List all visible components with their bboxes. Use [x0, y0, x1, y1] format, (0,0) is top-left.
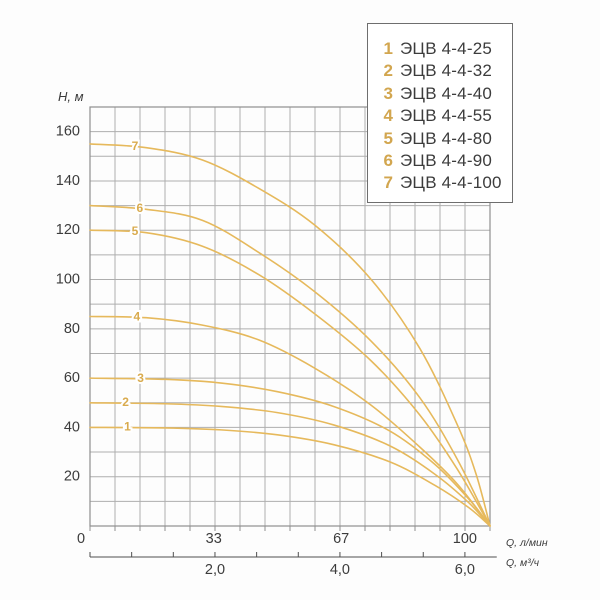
- curve-label-4: 4: [134, 310, 141, 324]
- x-tick-label: 0: [77, 531, 85, 547]
- legend-item: 6 ЭЦВ 4-4-90: [368, 150, 512, 172]
- legend-item-label: ЭЦВ 4-4-100: [400, 173, 502, 193]
- x-axis-labels: 0 33 67 100: [77, 531, 477, 547]
- y-tick-label: 40: [64, 419, 80, 435]
- legend-item: 5 ЭЦВ 4-4-80: [368, 128, 512, 150]
- legend-item-number: 6: [383, 150, 393, 170]
- legend-item-number: 7: [383, 173, 393, 193]
- curve-6: [89, 204, 491, 527]
- curve-5: [89, 229, 491, 527]
- legend-item-number: 4: [383, 106, 393, 126]
- legend-item: 7 ЭЦВ 4-4-100: [368, 172, 512, 194]
- legend-item-number: 3: [383, 83, 393, 103]
- legend-item-label: ЭЦВ 4-4-25: [400, 39, 492, 58]
- secondary-x-tick-label: 6,0: [455, 562, 475, 578]
- curve-4: [89, 315, 491, 527]
- y-tick-label: 160: [56, 124, 80, 140]
- x-axis-ticks: [89, 526, 491, 531]
- legend: 1 ЭЦВ 4-4-25 2 ЭЦВ 4-4-32 3 ЭЦВ 4-4-40 4 ЭЦВ 4-…: [367, 23, 513, 203]
- legend-item-number: 1: [383, 39, 393, 58]
- x-axis-title-m3h: Q, м³/ч: [506, 557, 540, 569]
- pump-curves: [89, 143, 491, 527]
- x-tick-label: 33: [206, 531, 222, 547]
- x-tick-label: 67: [333, 531, 349, 547]
- secondary-x-axis: 2,0 4,0 6,0: [89, 552, 497, 578]
- curve-label-6: 6: [137, 201, 144, 215]
- legend-item-label: ЭЦВ 4-4-90: [400, 150, 492, 170]
- y-tick-label: 80: [64, 321, 80, 337]
- legend-item-label: ЭЦВ 4-4-55: [400, 106, 492, 126]
- legend-item: 2 ЭЦВ 4-4-32: [368, 60, 512, 82]
- y-tick-label: 60: [64, 370, 80, 386]
- curve-label-3: 3: [137, 371, 144, 385]
- curve-3: [89, 377, 491, 527]
- curve-2: [89, 401, 491, 527]
- curve-label-1: 1: [124, 420, 131, 434]
- legend-item: 1 ЭЦВ 4-4-25: [368, 38, 512, 60]
- curve-7: [89, 143, 491, 527]
- secondary-x-tick-label: 2,0: [205, 562, 225, 578]
- curve-label-5: 5: [132, 224, 139, 238]
- curve-label-7: 7: [132, 139, 139, 153]
- curve-label-2: 2: [122, 395, 129, 409]
- legend-item-number: 5: [383, 128, 393, 148]
- legend-item-label: ЭЦВ 4-4-40: [400, 83, 492, 103]
- legend-item: 3 ЭЦВ 4-4-40: [368, 83, 512, 105]
- y-axis-labels: 20 40 60 80 100 120 140 160: [56, 124, 80, 485]
- x-tick-label: 100: [453, 531, 477, 547]
- y-tick-label: 20: [64, 469, 80, 485]
- legend-item-number: 2: [383, 61, 393, 81]
- y-axis-title: Н, м: [58, 89, 84, 104]
- legend-item: 4 ЭЦВ 4-4-55: [368, 105, 512, 127]
- curve-1: [89, 426, 491, 527]
- secondary-x-tick-label: 4,0: [330, 562, 350, 578]
- y-tick-label: 120: [56, 222, 80, 238]
- x-axis-title-lmin: Q, л/мин: [506, 537, 548, 549]
- legend-item-label: ЭЦВ 4-4-80: [400, 128, 492, 148]
- legend-item-label: ЭЦВ 4-4-32: [400, 61, 492, 81]
- y-tick-label: 140: [56, 173, 80, 189]
- y-tick-label: 100: [56, 272, 80, 288]
